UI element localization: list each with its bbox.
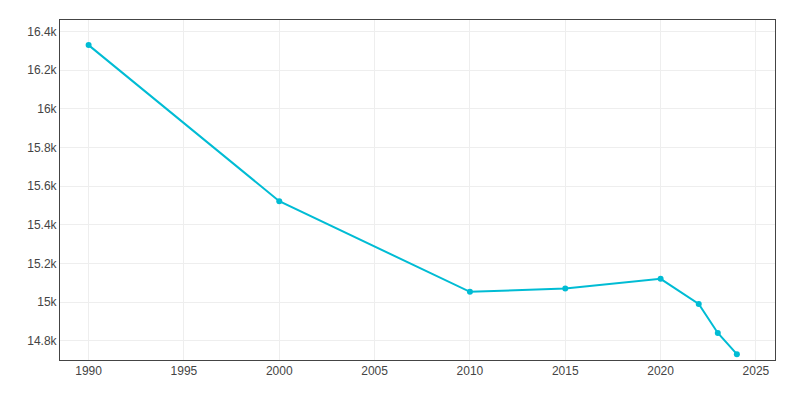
svg-text:15.2k: 15.2k [27,257,57,271]
svg-text:1995: 1995 [171,364,198,378]
svg-text:2025: 2025 [743,364,770,378]
svg-text:14.8k: 14.8k [27,334,57,348]
svg-text:1990: 1990 [75,364,102,378]
svg-text:2020: 2020 [647,364,674,378]
svg-text:2015: 2015 [552,364,579,378]
svg-text:16.2k: 16.2k [27,63,57,77]
svg-text:15.4k: 15.4k [27,218,57,232]
svg-text:15.6k: 15.6k [27,179,57,193]
svg-text:2010: 2010 [457,364,484,378]
svg-text:16k: 16k [37,102,57,116]
svg-text:15.8k: 15.8k [27,141,57,155]
svg-text:2005: 2005 [361,364,388,378]
svg-text:15k: 15k [37,295,57,309]
svg-text:2000: 2000 [266,364,293,378]
svg-text:16.4k: 16.4k [27,25,57,39]
